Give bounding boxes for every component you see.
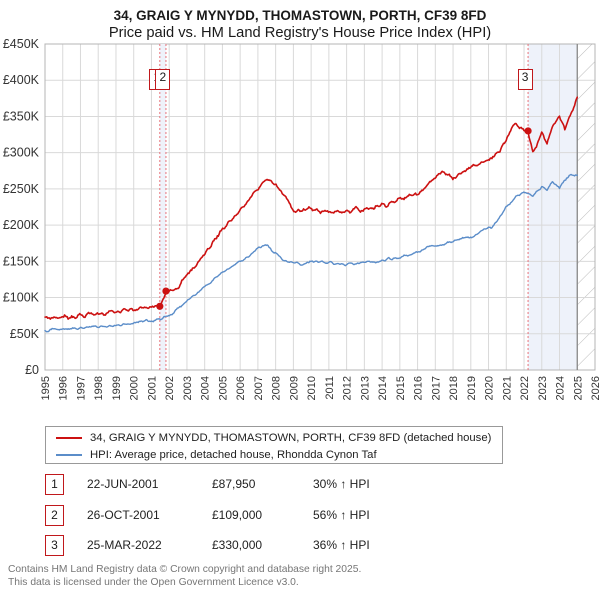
svg-text:2011: 2011 xyxy=(324,376,336,400)
svg-text:1998: 1998 xyxy=(93,376,105,400)
svg-text:2015: 2015 xyxy=(395,376,407,400)
svg-text:2002: 2002 xyxy=(164,376,176,400)
svg-text:2016: 2016 xyxy=(413,376,425,400)
svg-text:2012: 2012 xyxy=(342,376,354,400)
svg-text:2021: 2021 xyxy=(501,376,513,400)
svg-text:1996: 1996 xyxy=(58,376,70,400)
svg-text:2005: 2005 xyxy=(217,376,229,400)
svg-text:£0: £0 xyxy=(25,363,39,377)
svg-text:2006: 2006 xyxy=(235,376,247,400)
svg-text:2004: 2004 xyxy=(200,376,212,400)
svg-text:£400K: £400K xyxy=(3,73,40,87)
svg-text:2008: 2008 xyxy=(271,376,283,400)
svg-text:2018: 2018 xyxy=(448,376,460,400)
svg-text:2009: 2009 xyxy=(288,376,300,400)
svg-text:£350K: £350K xyxy=(3,109,40,123)
svg-text:£150K: £150K xyxy=(3,254,40,268)
svg-text:£300K: £300K xyxy=(3,146,40,160)
svg-text:1995: 1995 xyxy=(40,376,52,400)
svg-text:2000: 2000 xyxy=(129,376,141,400)
svg-text:£100K: £100K xyxy=(3,291,40,305)
svg-text:£250K: £250K xyxy=(3,182,40,196)
svg-text:£200K: £200K xyxy=(3,218,40,232)
svg-text:2010: 2010 xyxy=(306,376,318,400)
svg-text:2020: 2020 xyxy=(484,376,496,400)
svg-text:1997: 1997 xyxy=(75,376,87,400)
svg-text:£50K: £50K xyxy=(10,327,40,341)
svg-text:2026: 2026 xyxy=(590,376,600,400)
svg-text:2022: 2022 xyxy=(519,376,531,400)
svg-text:2014: 2014 xyxy=(377,376,389,400)
svg-text:1999: 1999 xyxy=(111,376,123,400)
svg-text:2024: 2024 xyxy=(555,376,567,400)
svg-text:2007: 2007 xyxy=(253,376,265,400)
svg-text:2017: 2017 xyxy=(430,376,442,400)
svg-text:2001: 2001 xyxy=(146,376,158,400)
svg-text:2025: 2025 xyxy=(572,376,584,400)
svg-text:2013: 2013 xyxy=(359,376,371,400)
svg-text:2003: 2003 xyxy=(182,376,194,400)
svg-text:2019: 2019 xyxy=(466,376,478,400)
svg-text:£450K: £450K xyxy=(3,37,40,51)
svg-text:2023: 2023 xyxy=(537,376,549,400)
